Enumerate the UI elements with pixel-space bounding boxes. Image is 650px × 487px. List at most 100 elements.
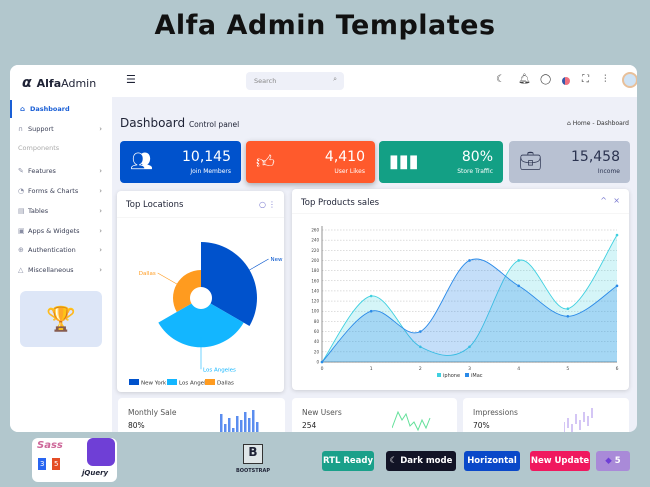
stat-card: ▮▮▮ 80% Store Traffic [379,141,503,183]
menu-icon[interactable]: ☰ [126,73,136,86]
chevron-right-icon: › [99,167,102,175]
sparkline [564,408,593,432]
badge-label: New Update [530,456,590,466]
bar-chart-icon: ▮▮▮ [389,151,419,172]
sidebar-item-support[interactable]: ∩ Support › [10,120,112,138]
x-tick-label: 2 [419,366,422,372]
stat-label: Income [597,168,620,175]
chevron-right-icon: › [99,207,102,215]
search-input[interactable]: Search ⌕ [246,72,344,90]
sidebar-item-tables[interactable]: ▤ Tables › [10,202,112,220]
sidebar-item-miscellaneous[interactable]: △ Miscellaneous › [10,261,112,279]
stat-card: 👍︎ 4,410 User Likes [246,141,375,183]
sidebar: α AlfaAdmin ⌂ Dashboard ∩ Support › ✎ Features ›… [10,65,112,432]
moon-icon[interactable]: ☾ [496,74,505,85]
data-point[interactable] [468,345,471,349]
data-point[interactable] [369,309,373,313]
breadcrumb-current: Dashboard [596,120,629,127]
collapse-icon[interactable]: ^ [600,196,607,205]
us-flag-icon[interactable] [562,77,570,85]
legend-label[interactable]: Dallas [217,381,234,387]
sidebar-item-label: Tables [28,207,49,215]
y-tick-label: 80 [314,319,320,324]
sidebar-item-features[interactable]: ✎ Features › [10,162,112,180]
polar-chart: New York New York Los Angeles Los Angeles Da… [117,217,284,387]
avatar[interactable] [622,72,637,88]
sidebar-item-apps-widgets[interactable]: ▣ Apps & Widgets › [10,222,112,240]
legend-label[interactable]: iphone [443,373,460,379]
search-icon[interactable]: ⌕ [333,75,337,83]
breadcrumb-home[interactable]: Home [572,120,591,127]
data-point[interactable] [517,259,520,262]
data-point[interactable] [566,315,570,318]
legend-label[interactable]: Los Angeles [179,381,212,387]
sliders-icon[interactable]: ⫶ [604,74,607,85]
data-point[interactable] [320,360,324,364]
area-chart: 0 20 40 60 80 100 120 140 160 180 200 220 240 260 0 1 2 3… [292,213,629,379]
mini-label: Impressions [473,408,518,417]
chevron-right-icon: › [99,125,102,133]
legend-label[interactable]: New York [141,381,167,387]
sparkline [220,410,259,432]
legend-swatch [129,379,139,385]
legend-label[interactable]: iMac [471,373,483,379]
data-point[interactable] [419,330,422,333]
search-placeholder: Search [254,77,277,85]
x-tick-label: 1 [370,366,373,372]
moon-icon: ☾ [389,456,401,466]
chat-icon[interactable]: ◯ [540,74,552,85]
refresh-icon[interactable]: ○ [259,200,266,209]
data-point[interactable] [517,284,520,288]
page-title: Alfa Admin Templates [154,10,496,41]
y-tick-label: 200 [311,258,319,263]
badge-label: Horizontal [467,456,517,466]
stat-label: Join Members [190,168,231,175]
sidebar-item-dashboard[interactable]: ⌂ Dashboard [10,100,112,118]
bell-icon[interactable]: 🔔︎ [518,74,531,85]
polar-slice-los-angeles[interactable] [158,303,244,348]
chevron-right-icon: › [99,227,102,235]
section-label: Components [18,144,60,152]
y-tick-label: 40 [314,339,320,344]
sidebar-item-forms-charts[interactable]: ◔ Forms & Charts › [10,182,112,200]
feature-badge: New Update [530,451,590,471]
mini-value: 80% [128,421,145,430]
data-point[interactable] [419,345,422,349]
fullscreen-icon[interactable]: ⛶ [582,74,589,85]
sparkline [392,410,431,432]
data-label-line [157,272,182,288]
y-tick-label: 20 [314,349,320,354]
headset-icon: ∩ [18,125,24,133]
mini-label: New Users [302,408,342,417]
logo[interactable]: α AlfaAdmin [22,75,96,91]
stat-value: 15,458 [571,149,620,165]
polar-slice-new-york[interactable] [201,242,257,326]
bootstrap-b-logo: B [243,444,263,464]
sidebar-item-label: Authentication [28,246,76,254]
chevron-right-icon: › [99,246,102,254]
mini-label: Monthly Sale [128,408,177,417]
legend-swatch [205,379,215,385]
x-tick-label: 6 [616,366,619,372]
sidebar-item-label: Support [28,125,54,133]
divider [117,217,284,218]
data-point[interactable] [615,284,619,288]
polar-slice-dallas[interactable] [173,270,201,312]
data-label-line [239,258,269,276]
data-point[interactable] [566,307,570,310]
subheading: Control panel [188,120,240,129]
stat-value: 4,410 [324,149,365,165]
data-point[interactable] [468,259,471,262]
y-tick-label: 140 [311,288,319,293]
css3-logo: 3 [38,458,47,470]
close-icon[interactable]: × [613,196,620,205]
stat-value: 80% [461,149,493,165]
mini-value: 254 [302,421,317,430]
data-point[interactable] [369,294,373,298]
home-icon: ⌂ [567,120,571,127]
data-point[interactable] [615,233,619,237]
sidebar-item-authentication[interactable]: ⊕ Authentication › [10,241,112,259]
more-icon[interactable]: ⋮ [268,200,276,209]
x-tick-label: 4 [517,366,520,372]
y-tick-label: 120 [311,299,319,304]
